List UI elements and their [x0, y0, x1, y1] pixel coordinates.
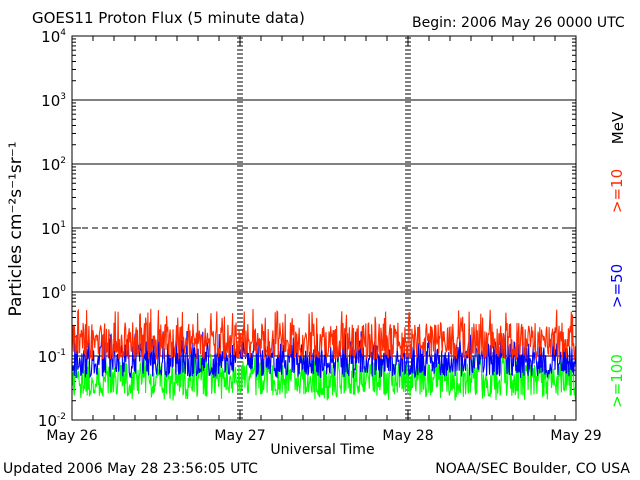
series-line-10 — [71, 308, 577, 361]
credit-label: NOAA/SEC Boulder, CO USA — [435, 461, 630, 477]
chart-title: GOES11 Proton Flux (5 minute data) — [32, 9, 305, 27]
x-tick-label: May 27 — [214, 428, 265, 444]
y-tick-label: 104 — [41, 28, 66, 46]
x-axis-label: Universal Time — [270, 442, 375, 458]
y-tick-label: 101 — [41, 220, 66, 238]
begin-label: Begin: 2006 May 26 0000 UTC — [412, 15, 625, 31]
x-tick-label: May 28 — [382, 428, 433, 444]
x-tick-label: May 29 — [550, 428, 601, 444]
plot-frame — [71, 35, 577, 421]
y-tick-label: 103 — [41, 92, 66, 110]
y-tick-label: 10-1 — [38, 348, 66, 366]
updated-timestamp: Updated 2006 May 28 23:56:05 UTC — [3, 461, 258, 477]
x-tick-label: May 26 — [46, 428, 97, 444]
series-line-50 — [71, 330, 577, 379]
y-tick-label: 100 — [41, 284, 66, 302]
series-line-100 — [71, 353, 577, 401]
y-tick-label: 102 — [41, 156, 66, 174]
y-tick-label: 10-2 — [38, 412, 66, 430]
